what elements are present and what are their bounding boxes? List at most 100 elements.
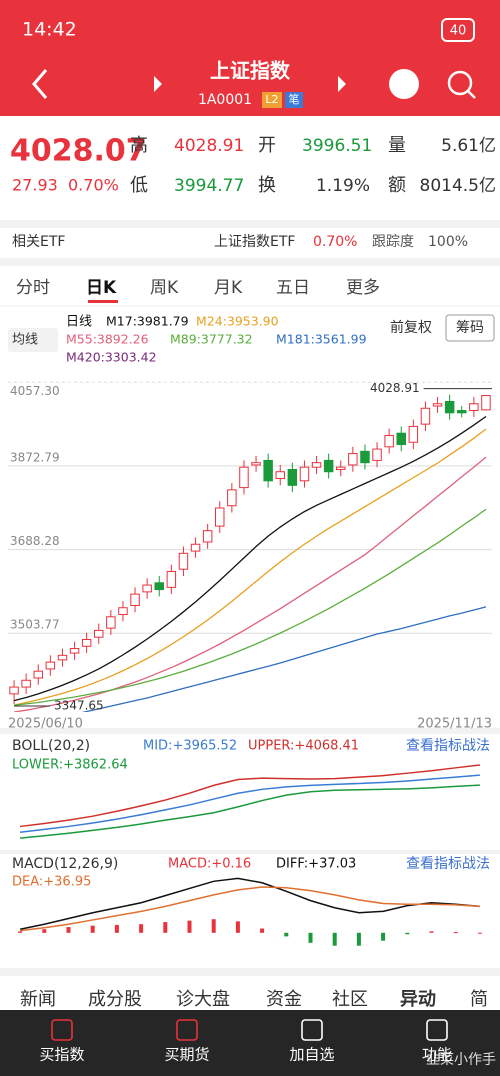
- macd-bar: [356, 932, 361, 946]
- bottom-tab[interactable]: 异动: [400, 989, 436, 1010]
- macd-bar: [260, 928, 265, 933]
- candle-body: [45, 661, 56, 670]
- prev-button[interactable]: [154, 76, 162, 92]
- ma-line: [81, 606, 487, 712]
- candle-body: [190, 543, 201, 552]
- legend-entry: M89:3777.32: [170, 332, 253, 347]
- candle-body: [336, 466, 346, 470]
- legend-entry: MACD:+0.16: [168, 857, 251, 872]
- indicator-line: [19, 877, 480, 930]
- tab-indicator: [88, 300, 118, 303]
- y-tick-label: 4057.30: [10, 384, 60, 398]
- next-button[interactable]: [338, 76, 346, 92]
- panel-link[interactable]: 查看指标战法: [406, 856, 490, 872]
- tab[interactable]: 五日: [276, 278, 310, 298]
- macd-bar: [18, 931, 23, 933]
- badge-bi: 笔: [289, 92, 300, 106]
- candle-body: [287, 468, 298, 486]
- nav-bar: [0, 1010, 500, 1076]
- candle-body: [57, 654, 68, 661]
- nav-item[interactable]: 买指数: [39, 1046, 84, 1064]
- search-icon[interactable]: [447, 70, 473, 96]
- panel-title: BOLL(20,2): [12, 738, 90, 754]
- tab[interactable]: 月K: [214, 278, 243, 298]
- candle-body: [360, 450, 370, 464]
- candle-body: [130, 593, 140, 606]
- value: 5.61亿: [441, 136, 496, 156]
- nav-item[interactable]: 买期货: [164, 1046, 209, 1064]
- legend-entry: LOWER:+3862.64: [12, 758, 128, 773]
- change-pct: 0.70%: [68, 176, 119, 195]
- adjust[interactable]: 前复权: [390, 319, 432, 336]
- macd-bar: [187, 920, 192, 933]
- etf-pct: 0.70%: [313, 234, 357, 250]
- indicator-line: [20, 764, 480, 828]
- macd-bar: [211, 919, 216, 933]
- chips: 筹码: [456, 319, 484, 336]
- bottom-tab[interactable]: 资金: [266, 989, 302, 1010]
- robot-icon[interactable]: [389, 69, 419, 99]
- bottom-tab[interactable]: 成分股: [88, 989, 142, 1010]
- macd-bar: [42, 929, 47, 933]
- candle-body: [457, 410, 467, 414]
- change: 27.93: [12, 176, 58, 195]
- chips-button[interactable]: [445, 314, 495, 342]
- candle-body: [227, 489, 237, 507]
- track-value: 100%: [428, 234, 468, 250]
- candle-body: [432, 403, 443, 407]
- nav-icon: [176, 1019, 198, 1041]
- candle-body: [215, 507, 225, 527]
- value: 1.19%: [316, 176, 370, 196]
- macd-bar: [235, 921, 240, 933]
- candle-body: [142, 584, 152, 593]
- divider: [0, 258, 500, 266]
- watermark: 韭菜小作手: [426, 1052, 496, 1068]
- battery: [441, 18, 475, 42]
- indicator-line: [20, 886, 480, 932]
- nav-icon: [301, 1019, 323, 1041]
- candle-body: [154, 582, 164, 591]
- candle-body: [239, 466, 249, 489]
- back-button[interactable]: [32, 69, 48, 99]
- nav-item[interactable]: 加自选: [289, 1046, 334, 1064]
- kline-label: 日线: [66, 315, 92, 330]
- legend-entry: M55:3892.26: [66, 332, 149, 347]
- panel-link[interactable]: 查看指标战法: [406, 738, 490, 754]
- candle-body: [106, 616, 116, 629]
- tab[interactable]: 分时: [16, 278, 50, 298]
- etf-label: 相关ETF: [12, 234, 65, 250]
- candle-body: [372, 448, 382, 461]
- macd-bar: [429, 931, 434, 933]
- macd-bar: [332, 932, 337, 946]
- price: 4028.07: [10, 134, 147, 169]
- ma-button[interactable]: [8, 328, 58, 352]
- tab[interactable]: 周K: [150, 278, 179, 298]
- value: 3994.77: [174, 176, 244, 196]
- candle-body: [69, 648, 80, 654]
- macd-bar: [66, 927, 71, 933]
- y-tick-label: 3503.77: [10, 618, 60, 632]
- candle-body: [299, 466, 310, 482]
- macd-bar: [405, 932, 410, 935]
- legend-entry: M181:3561.99: [276, 332, 367, 347]
- y-tick-label: 3688.28: [10, 534, 60, 548]
- macd-bar: [477, 932, 482, 934]
- candle-body: [94, 629, 104, 638]
- bottom-tab[interactable]: 社区: [332, 989, 368, 1010]
- value: 8014.5亿: [420, 176, 496, 196]
- bottom-tab[interactable]: 简: [470, 989, 488, 1010]
- macd-bar: [381, 932, 386, 941]
- label: 额: [388, 175, 406, 196]
- etf-name[interactable]: 上证指数ETF: [214, 234, 295, 250]
- bottom-tab[interactable]: 诊大盘: [176, 989, 230, 1010]
- candle-body: [166, 570, 177, 588]
- bottom-tab[interactable]: 新闻: [20, 989, 56, 1010]
- macd-bar: [284, 932, 289, 937]
- label: 高: [130, 135, 148, 156]
- tab[interactable]: 更多: [346, 278, 380, 298]
- legend-entry: M17:3981.79: [106, 314, 189, 329]
- tab[interactable]: 日K: [86, 278, 117, 298]
- nav-item[interactable]: 功能: [422, 1046, 452, 1064]
- panel-title: MACD(12,26,9): [12, 856, 118, 872]
- macd-bar: [308, 932, 313, 943]
